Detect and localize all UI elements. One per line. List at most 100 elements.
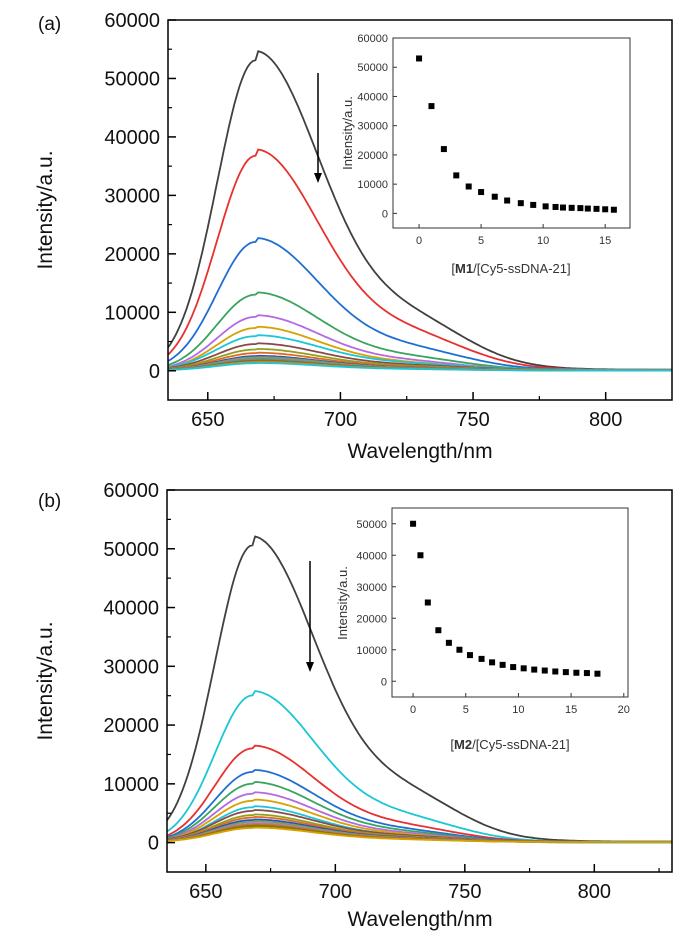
inset-frame xyxy=(392,37,631,229)
x-tick-label: 800 xyxy=(589,409,622,431)
inset-x-axis-label: [M1/[Cy5-ssDNA-21] xyxy=(451,261,570,276)
spectrum-line-18 xyxy=(166,826,672,843)
inset-data-point xyxy=(510,664,517,671)
plot-frame xyxy=(167,19,673,401)
y-tick-label: 20000 xyxy=(104,244,160,266)
inset-x-label-open: [ xyxy=(450,737,454,752)
inset-data-point xyxy=(456,646,463,653)
spectrum-line-2 xyxy=(166,690,672,844)
x-tick-label: 800 xyxy=(578,881,611,903)
inset-chart: 0 10000 20000 30000 40000 50000 0 5 10 15 20 Intens… xyxy=(335,507,630,752)
x-tick-label: 700 xyxy=(319,881,352,903)
inset-data-point xyxy=(559,204,566,211)
inset-data-point xyxy=(552,668,559,675)
inset-x-label-bold: M1 xyxy=(455,261,473,276)
inset-data-point xyxy=(602,206,609,213)
x-tick-label: 750 xyxy=(456,409,489,431)
inset-data-point xyxy=(583,670,590,677)
inset-data-point xyxy=(445,639,452,646)
panel-label-a: (a) xyxy=(38,14,61,35)
inset-x-tick-label: 10 xyxy=(512,704,524,716)
inset-data-point xyxy=(416,55,423,62)
inset-data-point xyxy=(594,670,601,677)
panel-label-b: (b) xyxy=(38,491,61,512)
arrow-down-icon xyxy=(306,662,314,672)
inset-data-point xyxy=(517,200,524,207)
y-axis-label: Intensity/a.u. xyxy=(34,150,57,269)
y-tick-label: 30000 xyxy=(104,185,160,207)
y-tick-label: 20000 xyxy=(103,715,159,737)
inset-data-point xyxy=(584,205,591,212)
inset-data-point xyxy=(542,203,549,210)
inset-y-tick-label: 10000 xyxy=(357,179,388,191)
inset-data-point xyxy=(465,183,472,190)
inset-data-point xyxy=(424,599,431,606)
inset-x-axis-label: [M2/[Cy5-ssDNA-21] xyxy=(450,737,569,752)
inset-y-tick-label: 40000 xyxy=(357,91,388,103)
inset-x-label-bold: M2 xyxy=(454,737,472,752)
plot-frame xyxy=(166,489,673,873)
inset-x-tick-label: 15 xyxy=(565,704,577,716)
y-tick-label: 10000 xyxy=(104,302,160,324)
inset-y-axis-label: Intensity/a.u. xyxy=(335,566,350,640)
x-tick-label: 650 xyxy=(191,409,224,431)
x-tick-label: 700 xyxy=(324,409,357,431)
y-tick-label: 0 xyxy=(148,833,159,855)
y-axis-label: Intensity/a.u. xyxy=(34,621,57,740)
inset-data-point xyxy=(466,652,473,659)
spectrum-line-19 xyxy=(167,362,672,372)
inset-data-point xyxy=(541,667,548,674)
inset-frame xyxy=(391,507,629,698)
y-tick-label: 50000 xyxy=(103,539,159,561)
inset-data-point xyxy=(491,193,498,200)
inset-x-tick-label: 5 xyxy=(463,704,469,716)
y-tick-label: 60000 xyxy=(104,10,160,32)
inset-data-point xyxy=(478,655,485,662)
inset-y-axis-label: Intensity/a.u. xyxy=(340,96,355,170)
inset-x-label-rest: /[Cy5-ssDNA-21] xyxy=(473,261,571,276)
y-tick-label: 10000 xyxy=(103,774,159,796)
arrow-down-icon xyxy=(314,173,322,183)
inset-y-tick-label: 50000 xyxy=(357,62,388,74)
inset-y-tick-label: 50000 xyxy=(356,519,387,531)
x-tick-label: 650 xyxy=(189,881,222,903)
y-tick-label: 40000 xyxy=(104,127,160,149)
inset-data-point xyxy=(520,665,527,672)
inset-y-tick-label: 0 xyxy=(382,208,388,220)
inset-data-point xyxy=(489,659,496,666)
x-axis-label: Wavelength/nm xyxy=(347,908,492,931)
inset-x-label-rest: /[Cy5-ssDNA-21] xyxy=(472,737,570,752)
inset-data-point xyxy=(552,203,559,210)
panel-a: (a) 0 10000 20000 30000 40000 50000 60000 650 70… xyxy=(34,10,673,463)
inset-data-point xyxy=(573,669,580,676)
inset-data-point xyxy=(440,146,447,153)
inset-data-point xyxy=(531,666,538,673)
y-tick-label: 50000 xyxy=(104,68,160,90)
inset-data-point xyxy=(504,197,511,204)
inset-y-tick-label: 20000 xyxy=(356,613,387,625)
inset-x-tick-label: 15 xyxy=(599,235,611,247)
inset-y-tick-label: 20000 xyxy=(357,150,388,162)
y-tick-label: 0 xyxy=(149,361,160,383)
inset-data-point xyxy=(593,205,600,212)
spectra-series-group xyxy=(167,50,672,372)
inset-data-point xyxy=(410,520,417,527)
inset-y-tick-label: 40000 xyxy=(356,550,387,562)
inset-x-tick-label: 5 xyxy=(478,235,484,247)
inset-y-tick-label: 0 xyxy=(381,676,387,688)
inset-data-point xyxy=(530,201,537,208)
inset-data-point xyxy=(453,172,460,179)
inset-y-tick-label: 10000 xyxy=(356,645,387,657)
inset-data-point xyxy=(577,205,584,212)
inset-x-label-open: [ xyxy=(451,261,455,276)
y-tick-label: 60000 xyxy=(103,480,159,502)
spectra-series-group xyxy=(166,535,672,844)
inset-data-point xyxy=(428,103,435,110)
inset-data-point xyxy=(568,204,575,211)
panel-b: (b) 0 10000 20000 30000 40000 50000 60000 650 70… xyxy=(34,480,673,931)
inset-y-tick-label: 30000 xyxy=(356,582,387,594)
inset-data-point xyxy=(562,669,569,676)
inset-y-tick-label: 30000 xyxy=(357,121,388,133)
inset-x-tick-label: 10 xyxy=(537,235,549,247)
